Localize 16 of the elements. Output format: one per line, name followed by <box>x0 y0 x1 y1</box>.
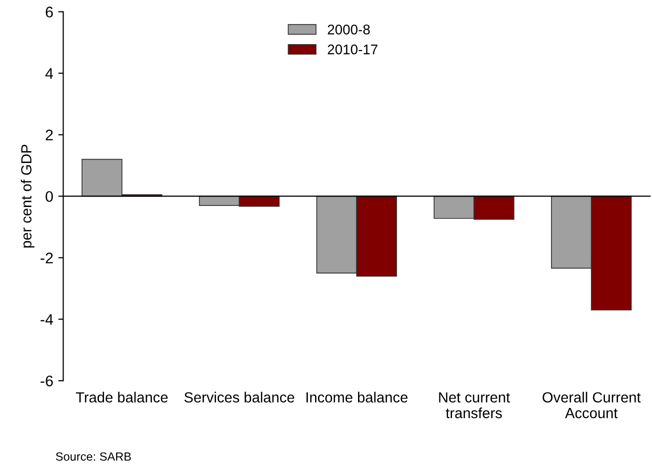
x-tick-label: Trade balance <box>76 392 168 403</box>
x-tick-label: Overall Current Account <box>542 392 641 418</box>
y-tick-label: 6 <box>46 6 53 18</box>
y-axis-title: per cent of GDP <box>20 144 34 248</box>
y-tick-label: -6 <box>40 376 53 386</box>
x-tick-label: Net current transfers <box>439 392 510 418</box>
y-tick-label: 4 <box>45 68 54 79</box>
source-note: Source: SARB <box>56 452 131 461</box>
legend-label: 2000-8 <box>328 24 370 34</box>
y-tick-label: -4 <box>40 314 54 325</box>
x-tick-label: Services balance <box>184 392 294 403</box>
legend-label: 2010-17 <box>328 44 378 54</box>
x-tick-label: Income balance <box>306 392 408 403</box>
y-tick-label: 0 <box>46 191 53 202</box>
y-tick-label: 2 <box>46 130 53 140</box>
y-tick-label: -2 <box>40 252 53 264</box>
